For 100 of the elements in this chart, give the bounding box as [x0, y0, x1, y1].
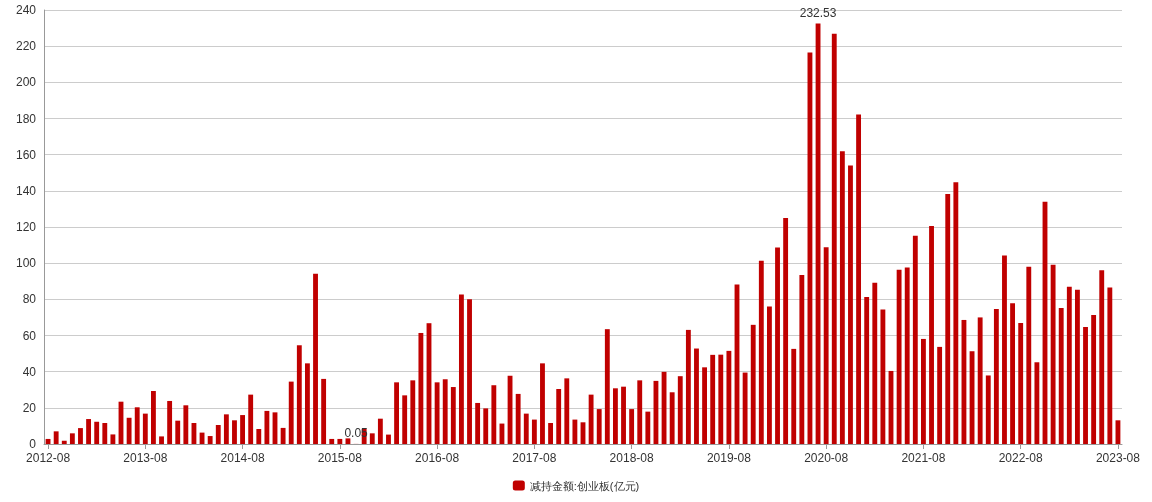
bar	[1099, 270, 1105, 444]
y-tick-label: 220	[15, 39, 37, 54]
y-tick-label: 140	[15, 183, 37, 198]
bar	[896, 269, 902, 444]
bar	[256, 428, 262, 444]
bar	[159, 436, 164, 444]
bar	[572, 419, 578, 444]
bar	[183, 405, 189, 444]
bar	[645, 411, 651, 444]
bar	[483, 408, 489, 444]
bar	[264, 410, 270, 444]
bar	[1091, 315, 1097, 444]
bar	[1083, 327, 1088, 444]
bar	[1066, 286, 1072, 444]
legend-label: 减持金额:创业板(亿元)	[529, 479, 640, 492]
x-tick-label: 2012-08	[26, 451, 71, 465]
bar	[977, 317, 983, 444]
bar	[369, 433, 375, 444]
bar	[434, 382, 440, 444]
bar	[985, 375, 991, 444]
bar	[240, 415, 246, 444]
bar	[410, 380, 416, 444]
y-tick-label: 180	[15, 111, 37, 126]
bar	[848, 165, 853, 444]
data-label: 232.53	[799, 5, 837, 20]
bar	[337, 438, 343, 444]
bar	[1107, 287, 1113, 444]
bar	[945, 194, 951, 444]
bar	[1026, 266, 1032, 444]
y-tick-label: 40	[22, 364, 37, 379]
bar	[248, 394, 254, 444]
y-tick-label: 240	[15, 3, 37, 17]
bar	[694, 348, 699, 444]
bar	[588, 394, 594, 444]
bar	[637, 380, 643, 444]
bar	[669, 392, 675, 444]
bar	[920, 338, 926, 444]
bar	[1050, 264, 1056, 444]
bar	[458, 294, 464, 444]
bar	[126, 417, 132, 444]
bar	[677, 376, 683, 444]
bar	[799, 275, 805, 444]
bar	[523, 413, 529, 444]
bar	[548, 423, 554, 444]
bar	[540, 363, 545, 444]
bar	[402, 395, 408, 444]
bar	[823, 247, 829, 444]
bar	[791, 348, 797, 444]
x-tick-label: 2022-08	[998, 451, 1044, 465]
y-tick-label: 20	[22, 400, 37, 415]
bar	[564, 378, 570, 444]
y-tick-label: 160	[15, 147, 37, 162]
bar	[377, 418, 383, 444]
x-tick-label: 2018-08	[609, 451, 654, 465]
bar	[912, 235, 918, 444]
x-tick-label: 2019-08	[706, 451, 752, 465]
x-tick-label: 2020-08	[804, 451, 849, 465]
bar	[604, 329, 610, 444]
bar	[831, 33, 837, 444]
x-tick-label: 2017-08	[512, 451, 557, 465]
bar	[1018, 323, 1024, 444]
bar	[418, 332, 424, 444]
y-tick-label: 200	[15, 75, 37, 90]
bar	[207, 436, 213, 444]
y-tick-label: 120	[15, 220, 37, 234]
bar	[612, 388, 618, 444]
bar	[629, 409, 635, 444]
bar	[329, 438, 335, 444]
x-tick-label: 2021-08	[901, 451, 946, 465]
bar	[78, 428, 83, 444]
x-tick-label: 2023-08	[1095, 451, 1141, 465]
y-tick-label: 100	[15, 256, 37, 271]
bar	[775, 247, 780, 444]
bar	[475, 402, 481, 444]
bar	[134, 407, 140, 444]
bar	[515, 393, 521, 444]
bar	[1002, 255, 1007, 444]
bar	[110, 434, 116, 444]
bar	[215, 425, 221, 444]
bar	[758, 260, 764, 444]
bar	[750, 324, 756, 444]
bar	[102, 423, 108, 444]
bar	[167, 400, 173, 444]
bar	[766, 306, 772, 444]
bar	[69, 433, 75, 444]
y-tick-label: 80	[22, 292, 37, 307]
bar	[442, 379, 448, 444]
bar	[491, 385, 497, 444]
bar	[880, 309, 886, 444]
bar	[621, 386, 626, 444]
bar	[142, 413, 148, 444]
bar	[685, 329, 691, 444]
bar	[94, 421, 100, 444]
bar	[864, 296, 870, 444]
bar	[904, 267, 910, 444]
bar	[556, 389, 562, 444]
bar	[86, 419, 92, 444]
bar	[175, 420, 181, 444]
bar	[742, 372, 748, 444]
bar	[937, 346, 943, 444]
